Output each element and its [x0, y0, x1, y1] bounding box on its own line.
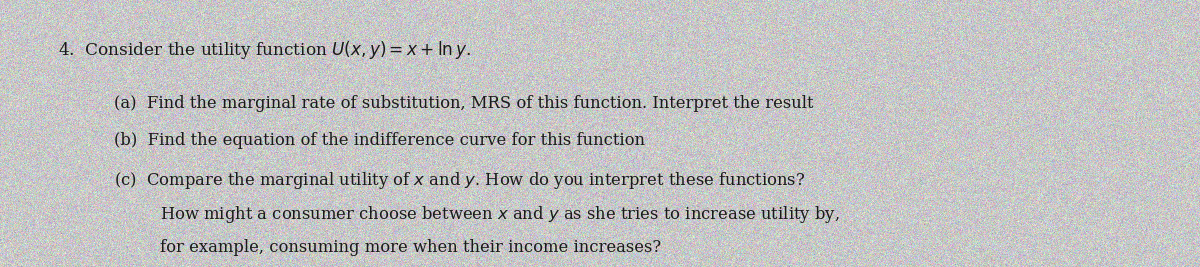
Text: (a)  Find the marginal rate of substitution, MRS of this function. Interpret the: (a) Find the marginal rate of substituti… — [114, 95, 814, 112]
Text: for example, consuming more when their income increases?: for example, consuming more when their i… — [160, 239, 661, 256]
Text: How might a consumer choose between $x$ and $y$ as she tries to increase utility: How might a consumer choose between $x$ … — [160, 204, 839, 225]
Text: (b)  Find the equation of the indifference curve for this function: (b) Find the equation of the indifferenc… — [114, 132, 646, 149]
Text: 4.  Consider the utility function $U(x, y) = x + \ln y$.: 4. Consider the utility function $U(x, y… — [58, 39, 470, 61]
Text: (c)  Compare the marginal utility of $x$ and $y$. How do you interpret these fun: (c) Compare the marginal utility of $x$ … — [114, 170, 805, 191]
